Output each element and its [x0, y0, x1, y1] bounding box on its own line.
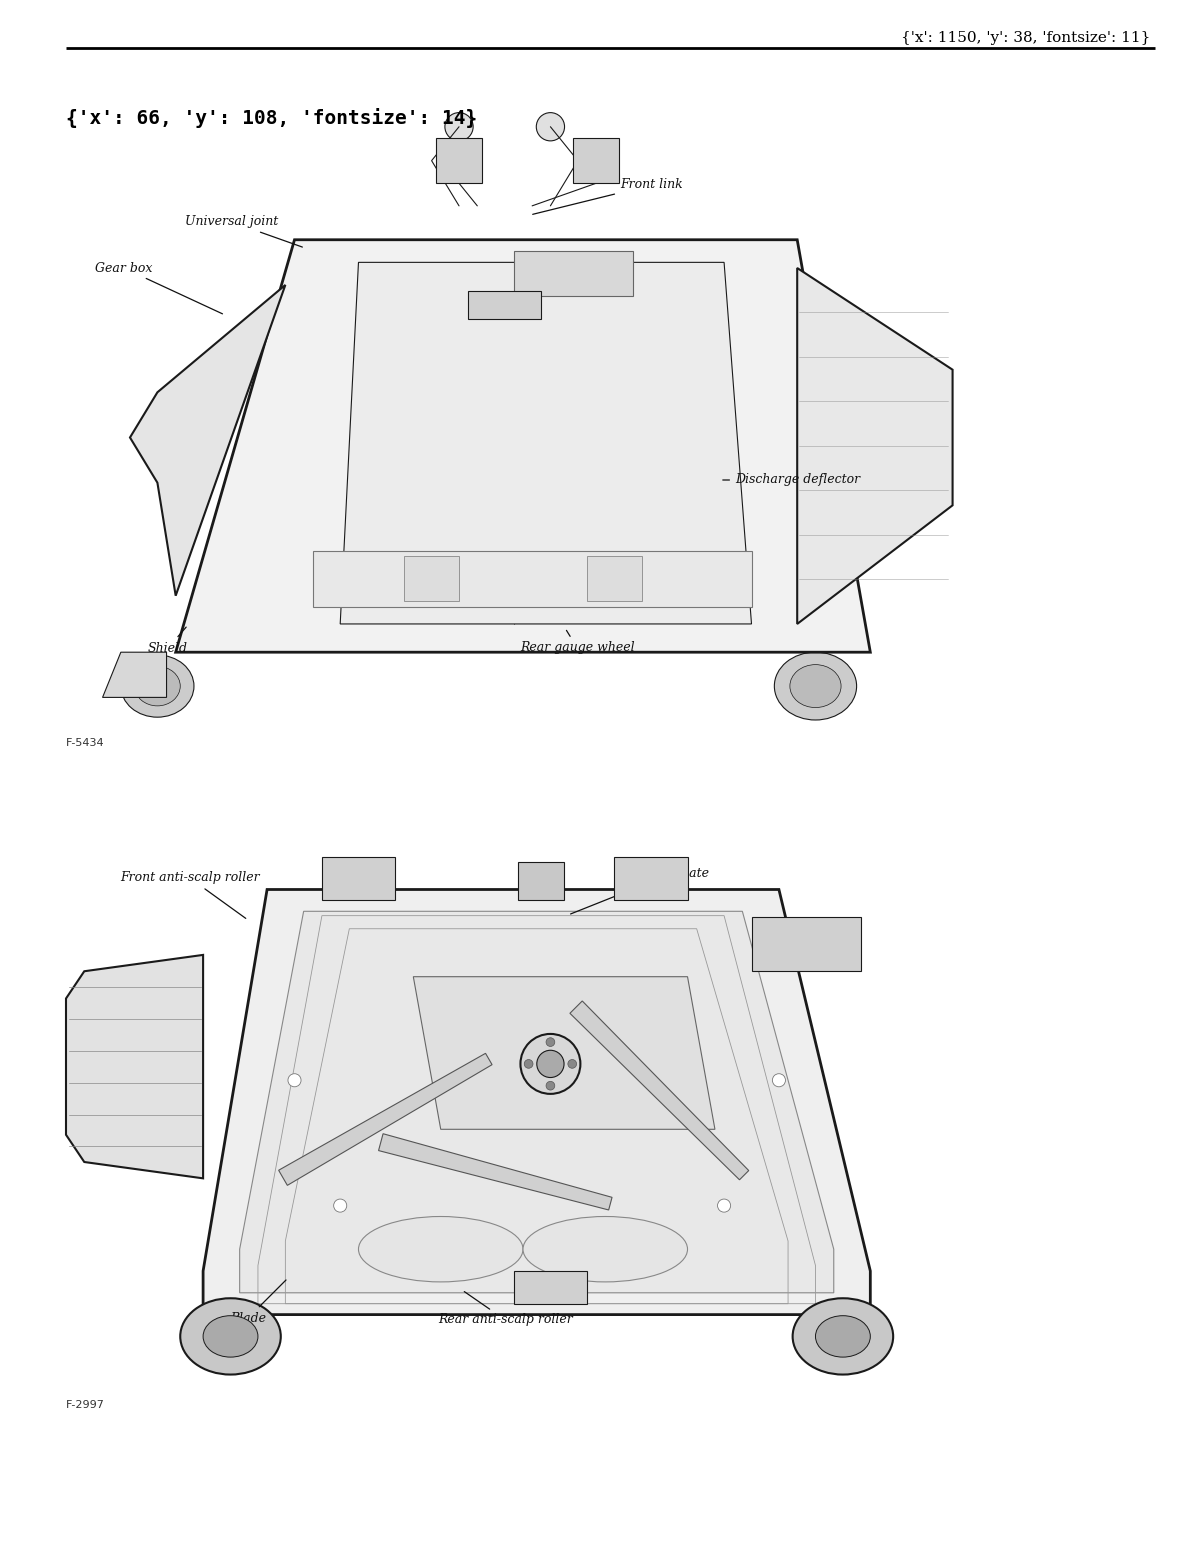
Polygon shape: [751, 916, 862, 971]
Polygon shape: [66, 955, 203, 1178]
Circle shape: [546, 1038, 554, 1046]
Polygon shape: [313, 551, 751, 608]
Polygon shape: [468, 291, 541, 319]
Ellipse shape: [359, 1217, 523, 1283]
Circle shape: [524, 1060, 533, 1068]
Polygon shape: [514, 251, 632, 296]
Text: Discharge deflector: Discharge deflector: [722, 473, 860, 487]
Circle shape: [479, 366, 530, 418]
Ellipse shape: [793, 1298, 893, 1375]
Ellipse shape: [523, 1217, 688, 1283]
Text: Rear anti-scalp roller: Rear anti-scalp roller: [438, 1292, 572, 1326]
Circle shape: [445, 113, 473, 141]
Circle shape: [713, 370, 736, 393]
Polygon shape: [413, 977, 715, 1129]
Polygon shape: [587, 556, 642, 601]
Polygon shape: [240, 911, 834, 1294]
Polygon shape: [130, 285, 286, 595]
Circle shape: [568, 1060, 576, 1068]
Text: {'x': 1150, 'y': 38, 'fontsize': 11}: {'x': 1150, 'y': 38, 'fontsize': 11}: [901, 31, 1150, 45]
Ellipse shape: [203, 1315, 258, 1358]
Text: Front link: Front link: [533, 179, 683, 215]
Circle shape: [334, 1200, 347, 1212]
Circle shape: [536, 1051, 564, 1077]
Text: Shield: Shield: [148, 626, 188, 655]
Ellipse shape: [774, 651, 857, 720]
Ellipse shape: [816, 1315, 870, 1358]
Polygon shape: [404, 556, 460, 601]
Polygon shape: [570, 1001, 749, 1179]
Circle shape: [491, 446, 518, 474]
Circle shape: [448, 149, 470, 172]
Circle shape: [718, 1200, 731, 1212]
Text: Blade: Blade: [230, 1279, 286, 1325]
Circle shape: [773, 1074, 786, 1087]
Circle shape: [288, 1074, 301, 1087]
Polygon shape: [102, 651, 167, 697]
Ellipse shape: [790, 664, 841, 708]
Circle shape: [518, 272, 528, 280]
Circle shape: [521, 1034, 581, 1095]
Circle shape: [466, 421, 545, 500]
Polygon shape: [614, 857, 688, 900]
Text: Front plate: Front plate: [570, 866, 709, 915]
Text: Rear gauge wheel: Rear gauge wheel: [520, 631, 635, 655]
Circle shape: [589, 440, 640, 492]
Text: F-2997: F-2997: [66, 1400, 104, 1409]
Text: F-5434: F-5434: [66, 738, 104, 749]
Polygon shape: [378, 1134, 612, 1211]
Circle shape: [584, 149, 607, 172]
Circle shape: [546, 1082, 554, 1090]
Circle shape: [482, 272, 491, 280]
Circle shape: [334, 440, 384, 492]
Polygon shape: [203, 889, 870, 1314]
Text: Gear box: Gear box: [95, 262, 222, 313]
Polygon shape: [574, 138, 619, 183]
Text: Universal joint: Universal joint: [185, 216, 302, 247]
Ellipse shape: [121, 655, 194, 717]
Polygon shape: [514, 1272, 587, 1304]
Ellipse shape: [134, 666, 180, 706]
Ellipse shape: [180, 1298, 281, 1375]
Polygon shape: [341, 263, 751, 623]
Polygon shape: [797, 268, 953, 623]
Polygon shape: [322, 857, 395, 900]
Circle shape: [494, 382, 515, 402]
Text: Front anti-scalp roller: Front anti-scalp roller: [120, 872, 259, 918]
Circle shape: [536, 113, 564, 141]
Polygon shape: [436, 138, 482, 183]
Text: {'x': 66, 'y': 108, 'fontsize': 14}: {'x': 66, 'y': 108, 'fontsize': 14}: [66, 108, 478, 128]
Polygon shape: [278, 1054, 492, 1185]
Polygon shape: [175, 240, 870, 651]
Polygon shape: [518, 863, 564, 900]
